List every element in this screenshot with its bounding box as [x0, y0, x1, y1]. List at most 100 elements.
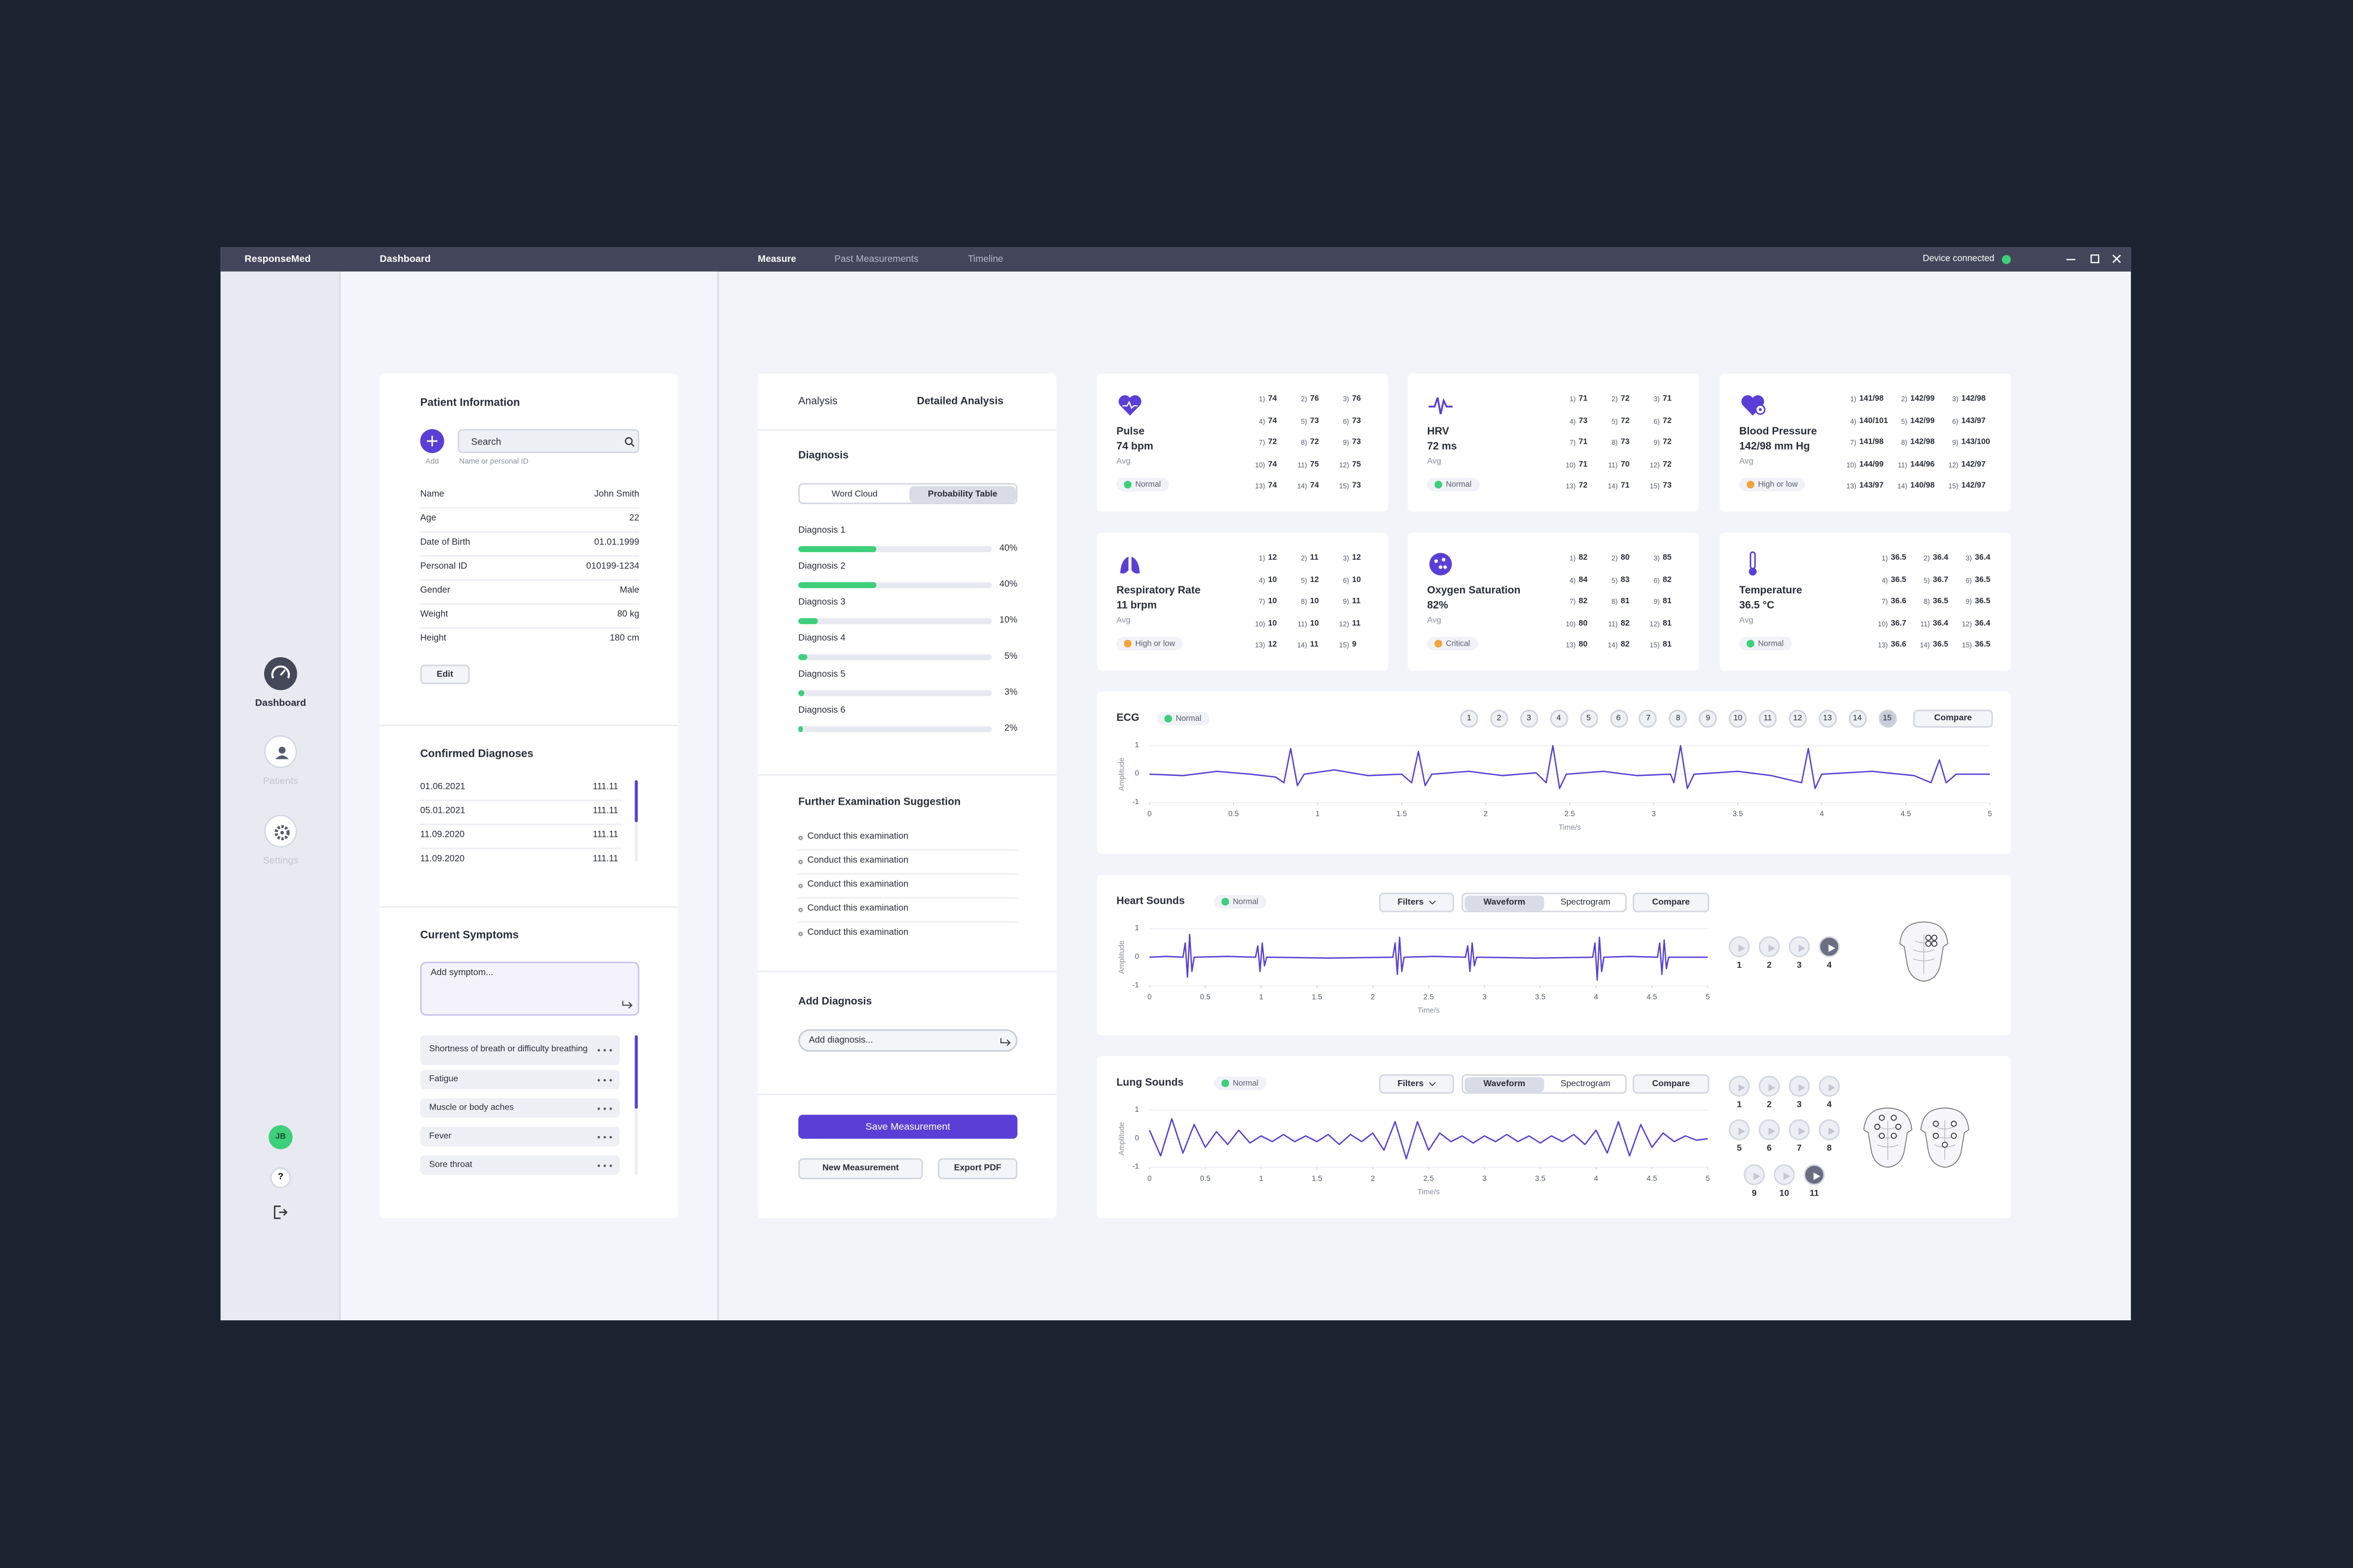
x-tick-label: 1	[1259, 1174, 1263, 1184]
play-button[interactable]	[1728, 936, 1750, 958]
diagnosis-input[interactable]: Add diagnosis...	[798, 1029, 1018, 1052]
filters-button[interactable]: Filters	[1379, 892, 1454, 912]
filters-button[interactable]: Filters	[1379, 1074, 1454, 1094]
play-button[interactable]	[1758, 936, 1780, 958]
play-button[interactable]	[1774, 1164, 1795, 1186]
toggle-option[interactable]: Spectrogram	[1545, 896, 1625, 911]
beat-selector[interactable]: 15	[1878, 709, 1897, 728]
examination-item[interactable]: Conduct this examination	[807, 928, 909, 938]
export-button[interactable]: Export PDF	[938, 1158, 1018, 1180]
examination-item[interactable]: Conduct this examination	[807, 832, 909, 842]
play-button[interactable]	[1818, 1075, 1840, 1097]
examination-item[interactable]: Conduct this examination	[807, 856, 909, 866]
play-button[interactable]	[1728, 1119, 1750, 1141]
play-icon	[1738, 944, 1745, 952]
status-pill: Normal	[1157, 712, 1209, 726]
x-tick-label: 4	[1594, 993, 1598, 1002]
beat-selector[interactable]: 6	[1609, 709, 1628, 728]
toggle-option[interactable]: Waveform	[1464, 896, 1544, 911]
reading-value: 72	[1621, 416, 1630, 426]
edit-button[interactable]: Edit	[420, 664, 470, 684]
compare-button[interactable]: Compare	[1633, 1074, 1709, 1094]
examination-item[interactable]: Conduct this examination	[807, 880, 909, 890]
play-button[interactable]	[1804, 1164, 1825, 1186]
new-button[interactable]: New Measurement	[798, 1158, 923, 1180]
avatar[interactable]: JB	[268, 1125, 293, 1149]
vital-icon	[1429, 553, 1452, 575]
beat-selector[interactable]: 12	[1788, 709, 1807, 728]
beat-selector[interactable]: 5	[1579, 709, 1598, 728]
nav-icon[interactable]	[264, 814, 297, 848]
reading-value: 70	[1621, 460, 1630, 469]
section-title: Further Examination Suggestion	[798, 797, 961, 808]
save-button[interactable]: Save Measurement	[798, 1114, 1018, 1139]
play-button[interactable]	[1788, 1075, 1810, 1097]
beat-selector[interactable]: 11	[1758, 709, 1777, 728]
reading-index: 2)	[1923, 554, 1930, 562]
compare-button[interactable]: Compare	[1913, 709, 1993, 728]
bullet	[798, 835, 803, 840]
toggle-option[interactable]: Waveform	[1464, 1077, 1544, 1093]
recording-label: 3	[1796, 961, 1802, 971]
beat-selector[interactable]: 4	[1549, 709, 1568, 728]
toggle-option[interactable]: Spectrogram	[1545, 1077, 1625, 1093]
play-button[interactable]	[1818, 936, 1840, 958]
reading-value: 72	[1621, 394, 1630, 404]
symptom-input[interactable]: Add symptom...	[420, 961, 639, 1016]
beat-selector[interactable]: 8	[1669, 709, 1688, 728]
symptom-item[interactable]: Muscle or body aches	[420, 1098, 620, 1118]
tab[interactable]: Analysis	[798, 396, 838, 408]
handle	[631, 443, 635, 447]
toggle-option[interactable]: Word Cloud	[801, 486, 908, 503]
card-title: Confirmed Diagnoses	[420, 746, 534, 760]
play-button[interactable]	[1758, 1119, 1780, 1141]
diagnosis-name: Diagnosis 3	[798, 598, 846, 608]
nav-icon[interactable]	[264, 735, 297, 768]
symptom-item[interactable]: Fatigue	[420, 1069, 620, 1089]
search-box[interactable]: Search	[457, 429, 639, 454]
nav-label[interactable]: Dashboard	[255, 698, 307, 709]
nav-tab[interactable]: Measure	[757, 254, 797, 265]
symptom-item[interactable]: Fever	[420, 1126, 620, 1147]
beat-selector[interactable]: 3	[1520, 709, 1538, 728]
play-button[interactable]	[1788, 936, 1810, 958]
reading-value: 12	[1310, 575, 1319, 585]
help-button[interactable]: ?	[270, 1167, 291, 1189]
nav-tab[interactable]: Timeline	[968, 254, 1004, 265]
toggle-option[interactable]: Probability Table	[909, 486, 1016, 503]
tab[interactable]: Detailed Analysis	[916, 396, 1004, 408]
beat-selector[interactable]: 2	[1490, 709, 1508, 728]
symptom-item[interactable]: Shortness of breath or difficulty breath…	[420, 1035, 620, 1065]
symptom-item[interactable]: Sore throat	[420, 1155, 620, 1175]
play-button[interactable]	[1818, 1119, 1840, 1141]
nav-tab[interactable]: Past Measurements	[834, 254, 919, 265]
play-button[interactable]	[1758, 1075, 1780, 1097]
beat-selector[interactable]: 14	[1848, 709, 1867, 728]
examination-item[interactable]: Conduct this examination	[807, 904, 909, 914]
reading-value: 142/99	[1910, 416, 1935, 426]
nav-label[interactable]: Settings	[262, 856, 298, 867]
play-button[interactable]	[1788, 1119, 1810, 1141]
reading-value: 82	[1579, 553, 1588, 563]
field-label: Age	[420, 514, 437, 524]
play-button[interactable]	[1728, 1075, 1750, 1097]
nav-label[interactable]: Patients	[262, 776, 298, 787]
play-button[interactable]	[1744, 1164, 1765, 1186]
y-tick-label: 1	[1134, 924, 1139, 934]
vital-card: Pulse 74 bpm Avg Normal 1) 74 2) 76 3) 76 4) 74 5) 73…	[1097, 373, 1389, 512]
reading-value: 12	[1352, 553, 1361, 563]
compare-button[interactable]: Compare	[1633, 892, 1709, 912]
beat-selector[interactable]: 1	[1460, 709, 1478, 728]
nav-icon[interactable]	[264, 657, 297, 690]
add-button[interactable]	[420, 429, 444, 454]
reading-index: 4)	[1850, 417, 1856, 425]
reading-index: 11)	[1608, 461, 1618, 468]
reading-value: 76	[1352, 394, 1361, 404]
beat-selector[interactable]: 10	[1728, 709, 1747, 728]
body	[275, 755, 289, 759]
chevron	[1428, 901, 1435, 905]
beat-selector[interactable]: 9	[1699, 709, 1718, 728]
beat-selector[interactable]: 7	[1639, 709, 1658, 728]
beat-selector[interactable]: 13	[1818, 709, 1837, 728]
reading-value: 36.4	[1975, 618, 1990, 628]
